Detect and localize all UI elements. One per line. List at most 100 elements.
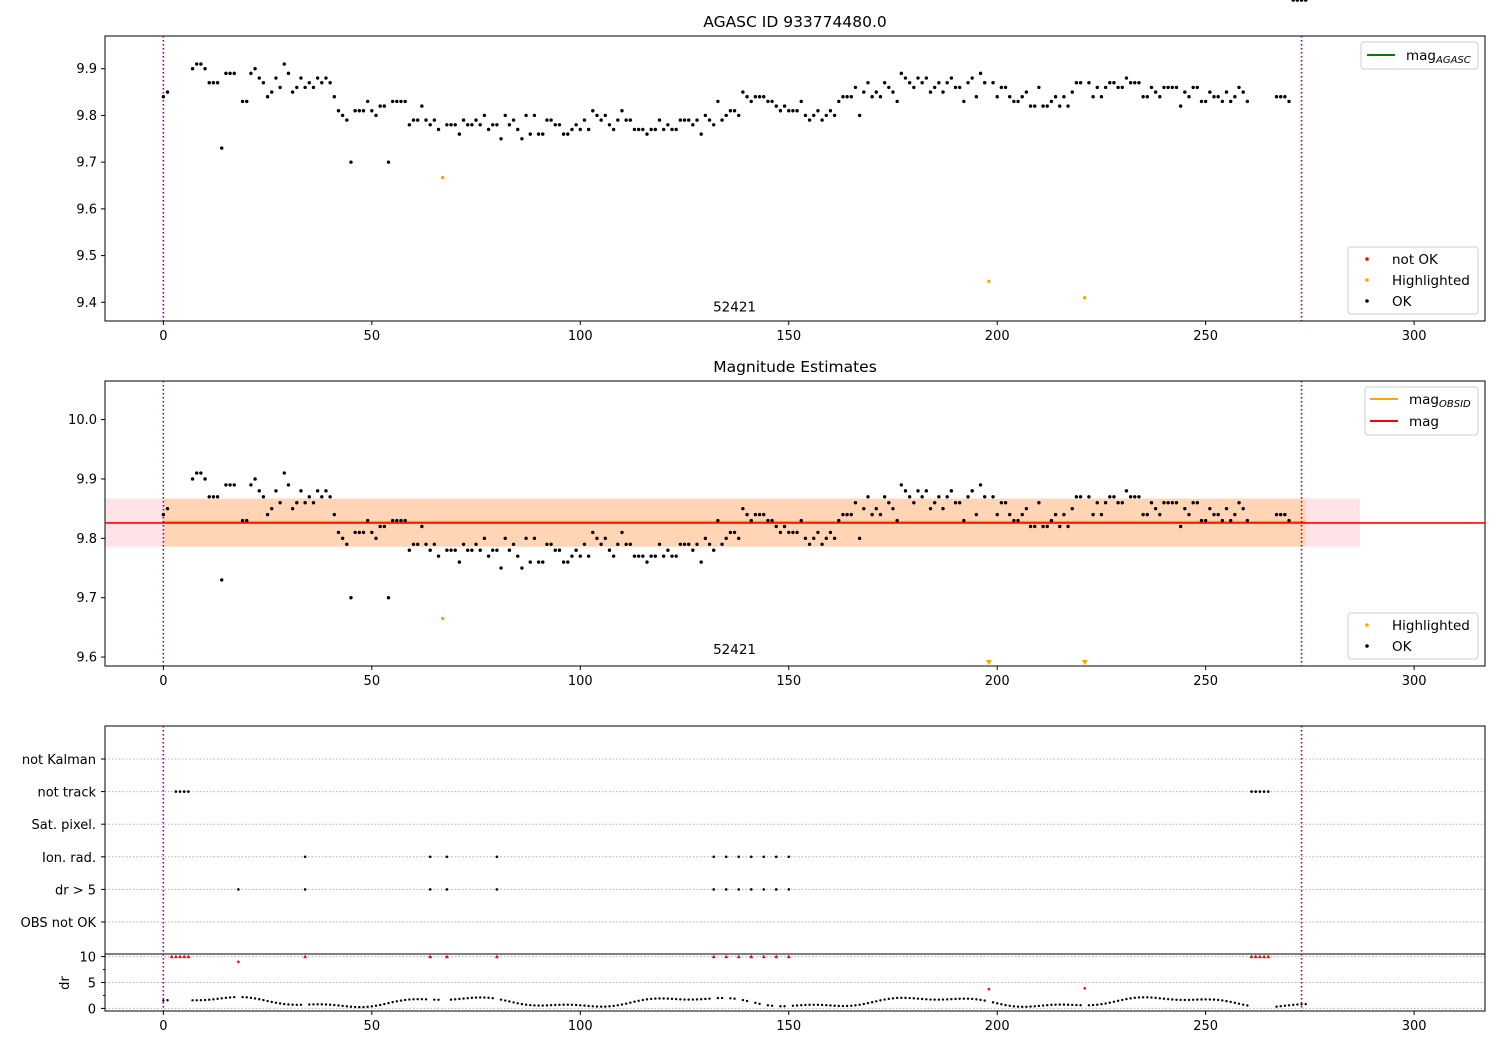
ok-point (1103, 501, 1108, 505)
ok-point (199, 471, 203, 475)
ok-point (1149, 501, 1154, 505)
dr-point (374, 1004, 378, 1007)
flag-point (237, 888, 240, 891)
ok-point (570, 127, 574, 132)
ok-point (282, 471, 286, 475)
dr-point (1287, 1004, 1291, 1007)
ok-point (795, 530, 799, 535)
ok-point (1191, 501, 1195, 505)
ok-point (853, 85, 858, 90)
ok-point (882, 495, 887, 499)
dr-point (720, 996, 724, 1000)
ok-point (887, 85, 891, 90)
ok-point (1058, 104, 1062, 108)
dr-point (1137, 996, 1141, 999)
ok-point (390, 99, 395, 104)
ok-point (320, 81, 324, 85)
ok-point (457, 560, 462, 564)
ok-point (691, 548, 695, 552)
dr-point (950, 997, 953, 1001)
ok-point (728, 109, 733, 113)
ok-point (837, 518, 841, 523)
panel4-axes-frame (104, 953, 1486, 1012)
ok-point (1133, 81, 1137, 85)
ok-point (520, 566, 524, 570)
dr-point (1087, 1004, 1091, 1007)
x-tick-label: 100 (568, 674, 593, 689)
dr-point (1283, 1004, 1287, 1007)
dr-point (1179, 998, 1182, 1002)
flag-point (182, 790, 186, 793)
dr-point (245, 996, 248, 999)
ok-point (887, 501, 891, 505)
highlighted-point (441, 175, 445, 180)
ok-point (741, 506, 745, 511)
ok-point (466, 123, 470, 127)
ok-point (611, 554, 616, 558)
dr-point (454, 998, 457, 1001)
y-tick-label: 9.8 (76, 532, 97, 547)
ok-point (432, 542, 437, 546)
ok-point (907, 81, 912, 85)
dr-point (504, 999, 507, 1002)
dr-point (766, 1004, 770, 1007)
ok-point (832, 113, 837, 118)
ok-point (628, 542, 633, 546)
ok-point (1078, 81, 1083, 85)
dr-notok-point (987, 987, 991, 991)
ok-point (770, 518, 774, 523)
dr-point (916, 997, 920, 1000)
ok-point (716, 518, 720, 523)
dr-point (199, 999, 203, 1002)
dr-point (1191, 998, 1195, 1001)
dr-point (829, 1004, 832, 1007)
ok-point (1116, 501, 1120, 505)
dr-point (812, 1003, 815, 1006)
ok-point (407, 548, 412, 552)
ok-point (1003, 85, 1008, 90)
x-tick-label: 300 (1402, 329, 1427, 344)
dr-point (466, 997, 469, 1000)
ok-point (895, 99, 899, 104)
y-tick-label: 9.7 (76, 156, 97, 171)
ok-point (261, 495, 266, 499)
ok-point (1233, 95, 1237, 99)
dr-point (654, 997, 657, 1000)
legend-status-label: not OK (1392, 252, 1439, 268)
ok-point (974, 512, 979, 517)
ok-point (870, 95, 874, 99)
ok-point (324, 489, 328, 493)
dr-point (1237, 1002, 1241, 1005)
ok-point (991, 81, 995, 85)
dr-point (228, 996, 232, 999)
ok-point (1145, 512, 1149, 517)
ok-point (653, 127, 658, 132)
ok-point (974, 95, 979, 99)
dr-point (1096, 1003, 1099, 1006)
ok-point (549, 542, 553, 546)
ok-point (557, 123, 562, 127)
dr-point (378, 1003, 382, 1007)
dr-point (458, 997, 461, 1001)
ok-point (1008, 512, 1012, 517)
dr-point (208, 998, 211, 1001)
ok-point (703, 113, 708, 118)
ok-point (420, 524, 424, 529)
ok-point (399, 99, 403, 104)
ok-point (1058, 524, 1062, 529)
ok-point (924, 489, 929, 493)
ok-point (245, 518, 249, 523)
ok-point (853, 501, 858, 505)
dr-point (449, 998, 453, 1001)
ok-point (641, 127, 645, 132)
ok-point (857, 536, 862, 541)
legend-status-label: OK (1392, 294, 1413, 310)
ok-point (374, 113, 378, 118)
x-tick-label: 50 (364, 674, 381, 689)
dr-point (758, 1002, 761, 1005)
flag-point (428, 888, 432, 891)
ok-point (645, 132, 649, 136)
ok-point (945, 495, 949, 499)
ok-point (1120, 501, 1124, 505)
flag-point (428, 855, 432, 859)
